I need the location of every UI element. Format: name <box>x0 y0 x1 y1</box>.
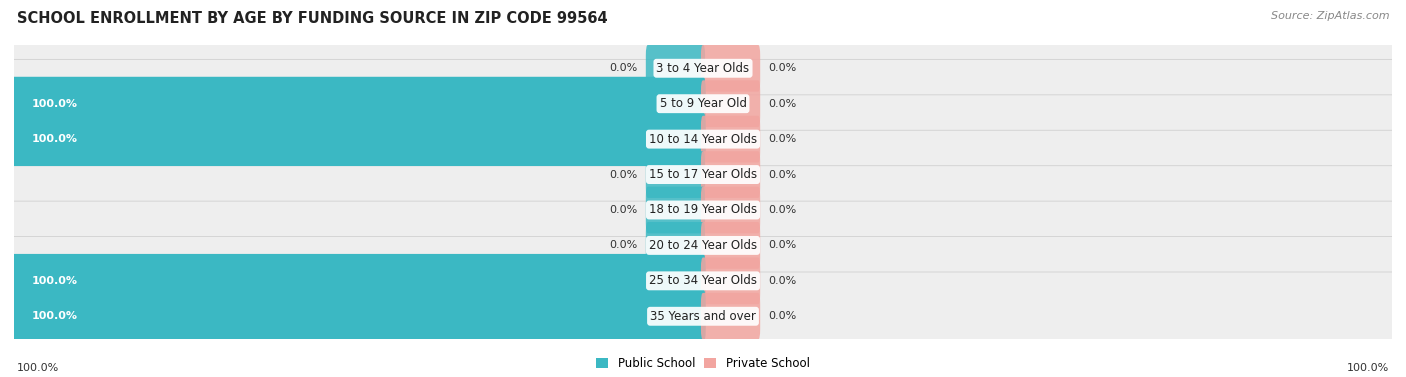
FancyBboxPatch shape <box>702 151 761 198</box>
FancyBboxPatch shape <box>11 77 706 130</box>
Text: 0.0%: 0.0% <box>769 63 797 73</box>
FancyBboxPatch shape <box>702 116 761 162</box>
FancyBboxPatch shape <box>645 187 704 233</box>
Text: 0.0%: 0.0% <box>769 134 797 144</box>
Text: 0.0%: 0.0% <box>609 170 637 179</box>
Text: 18 to 19 Year Olds: 18 to 19 Year Olds <box>650 204 756 216</box>
FancyBboxPatch shape <box>702 187 761 233</box>
FancyBboxPatch shape <box>11 254 706 308</box>
Text: 0.0%: 0.0% <box>769 170 797 179</box>
FancyBboxPatch shape <box>8 24 1398 113</box>
FancyBboxPatch shape <box>8 60 1398 148</box>
FancyBboxPatch shape <box>8 201 1398 290</box>
Text: 100.0%: 100.0% <box>31 99 77 109</box>
FancyBboxPatch shape <box>702 222 761 269</box>
Text: 0.0%: 0.0% <box>609 241 637 250</box>
FancyBboxPatch shape <box>8 130 1398 219</box>
FancyBboxPatch shape <box>8 236 1398 325</box>
FancyBboxPatch shape <box>702 293 761 340</box>
FancyBboxPatch shape <box>645 222 704 269</box>
Text: 0.0%: 0.0% <box>769 205 797 215</box>
FancyBboxPatch shape <box>645 45 704 92</box>
Text: 35 Years and over: 35 Years and over <box>650 310 756 323</box>
FancyBboxPatch shape <box>8 272 1398 360</box>
FancyBboxPatch shape <box>702 80 761 127</box>
FancyBboxPatch shape <box>645 151 704 198</box>
FancyBboxPatch shape <box>8 95 1398 184</box>
Text: 0.0%: 0.0% <box>769 276 797 286</box>
FancyBboxPatch shape <box>11 289 706 343</box>
Text: 0.0%: 0.0% <box>609 205 637 215</box>
Text: 100.0%: 100.0% <box>1347 363 1389 373</box>
Text: 5 to 9 Year Old: 5 to 9 Year Old <box>659 97 747 110</box>
Text: SCHOOL ENROLLMENT BY AGE BY FUNDING SOURCE IN ZIP CODE 99564: SCHOOL ENROLLMENT BY AGE BY FUNDING SOUR… <box>17 11 607 26</box>
FancyBboxPatch shape <box>702 45 761 92</box>
Text: 15 to 17 Year Olds: 15 to 17 Year Olds <box>650 168 756 181</box>
Text: 20 to 24 Year Olds: 20 to 24 Year Olds <box>650 239 756 252</box>
Text: 10 to 14 Year Olds: 10 to 14 Year Olds <box>650 133 756 146</box>
Legend: Public School, Private School: Public School, Private School <box>592 352 814 375</box>
Text: 3 to 4 Year Olds: 3 to 4 Year Olds <box>657 62 749 75</box>
Text: 0.0%: 0.0% <box>769 241 797 250</box>
Text: 0.0%: 0.0% <box>609 63 637 73</box>
Text: 0.0%: 0.0% <box>769 311 797 321</box>
Text: 100.0%: 100.0% <box>17 363 59 373</box>
FancyBboxPatch shape <box>702 257 761 304</box>
Text: 100.0%: 100.0% <box>31 311 77 321</box>
Text: 25 to 34 Year Olds: 25 to 34 Year Olds <box>650 274 756 287</box>
FancyBboxPatch shape <box>8 166 1398 254</box>
Text: 100.0%: 100.0% <box>31 134 77 144</box>
Text: Source: ZipAtlas.com: Source: ZipAtlas.com <box>1271 11 1389 21</box>
Text: 0.0%: 0.0% <box>769 99 797 109</box>
FancyBboxPatch shape <box>11 112 706 166</box>
Text: 100.0%: 100.0% <box>31 276 77 286</box>
